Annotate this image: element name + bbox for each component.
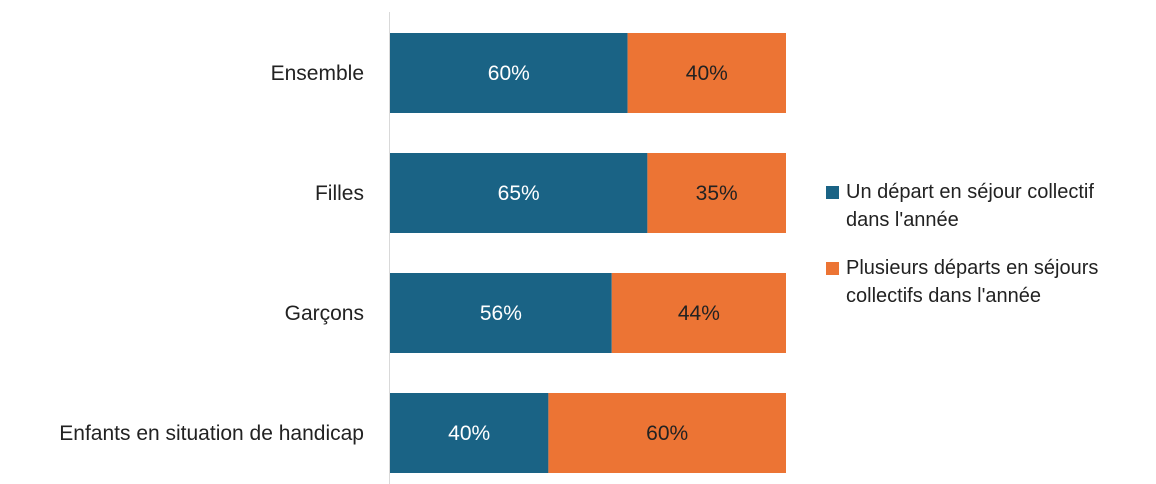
legend-label-multiple-departures: Plusieurs départs en séjours collectifs … [846, 257, 1099, 307]
data-label: 40% [448, 422, 490, 445]
category-label: Ensemble [271, 62, 364, 85]
bar-segment-multiple [647, 153, 786, 233]
data-label: 44% [678, 302, 720, 325]
bar-segment-single [390, 273, 612, 353]
legend: Un départ en séjour collectif dans l'ann… [826, 178, 1156, 330]
legend-item-multiple-departures: Plusieurs départs en séjours collectifs … [826, 254, 1156, 310]
data-label: 60% [488, 62, 530, 85]
data-label: 40% [686, 62, 728, 85]
data-label: 65% [498, 182, 540, 205]
legend-swatch-multiple-departures [826, 262, 839, 275]
data-label: 60% [646, 422, 688, 445]
legend-item-single-departure: Un départ en séjour collectif dans l'ann… [826, 178, 1156, 234]
bar-segment-multiple [548, 393, 786, 473]
legend-label-single-departure: Un départ en séjour collectif dans l'ann… [846, 181, 1094, 231]
category-label: Filles [315, 182, 364, 205]
bar-segment-single [390, 153, 648, 233]
bar-segment-multiple [611, 273, 786, 353]
bar-segment-single [390, 393, 549, 473]
legend-swatch-single-departure [826, 186, 839, 199]
bar-segment-multiple [627, 33, 786, 113]
data-label: 35% [696, 182, 738, 205]
bar-segment-single [390, 33, 628, 113]
category-label: Enfants en situation de handicap [59, 422, 364, 445]
category-label: Garçons [285, 302, 364, 325]
data-label: 56% [480, 302, 522, 325]
